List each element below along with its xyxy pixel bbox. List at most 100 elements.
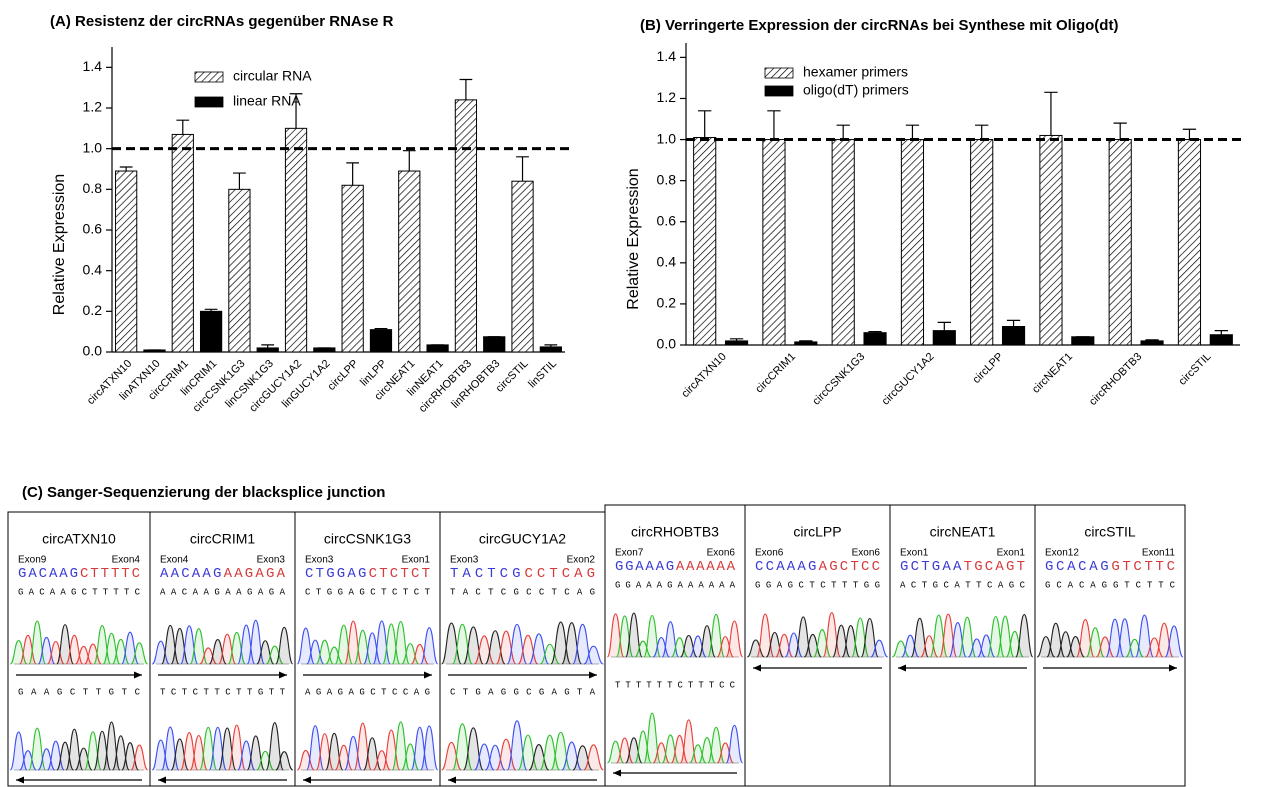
x-tick-label: circNEAT1 [1030, 351, 1075, 396]
trace-peak [661, 621, 680, 658]
trace-peak [93, 730, 112, 771]
trace-peak [1005, 630, 1024, 658]
bar [398, 170, 421, 353]
sequence-right: CTCTCT [369, 566, 430, 582]
exon-right: Exon4 [112, 555, 141, 566]
bar [762, 139, 786, 346]
read-sequence: GGAAAGAAAAAA [615, 580, 736, 590]
bar [426, 344, 449, 353]
trace-peak [725, 620, 744, 658]
sequence-right: CTTTTC [80, 566, 140, 582]
trace-peak [625, 737, 643, 764]
bar [1001, 326, 1026, 346]
sequence-left: CCAAAG [755, 559, 816, 575]
trace-peak [56, 741, 74, 771]
trace-peak [334, 744, 353, 771]
exon-right: Exon6 [852, 548, 881, 559]
bar [1039, 134, 1063, 346]
y-tick-label: 1.2 [83, 99, 103, 115]
trace-peak [784, 632, 803, 658]
bar [199, 310, 223, 353]
trace-peak [725, 724, 744, 764]
panel-name: circATXN10 [42, 531, 116, 547]
bar [539, 346, 562, 353]
trace-peak [652, 742, 670, 764]
trace-peak [420, 725, 439, 771]
trace-peak [170, 738, 189, 771]
trace-peak [246, 735, 265, 771]
y-tick-label: 0.6 [657, 212, 677, 228]
error-bar [698, 110, 712, 138]
junction-sequence: GCTGAA TGCAGT [900, 559, 1025, 575]
exon-right: Exon2 [567, 555, 596, 566]
trace-peak [9, 640, 28, 665]
sequence-left: GACAAG [18, 566, 78, 582]
trace-peak [74, 747, 93, 771]
error-bar [346, 162, 360, 186]
trace-peak [572, 623, 593, 665]
trace-peak [28, 727, 47, 771]
error-bar [836, 124, 850, 140]
trace-peak [707, 613, 725, 658]
bar [511, 180, 534, 353]
trace-peak [634, 640, 652, 658]
read-sequence: ACTGCATTCAGC [900, 580, 1026, 590]
error-bar [1214, 330, 1228, 335]
error-bar [767, 110, 781, 140]
junction-sequence: CTGGAG CTCTCT [305, 566, 430, 582]
exon-left: Exon9 [18, 555, 47, 566]
trace-peak [84, 643, 102, 665]
y-tick-label: 0.2 [657, 295, 677, 311]
read-sequence-2: AGAGAGCTCCAG [305, 687, 430, 697]
bar [932, 330, 956, 346]
exon-left: Exon12 [1045, 548, 1079, 559]
read-sequence: CTGGAGCTCTCT [305, 587, 431, 597]
error-bar [459, 78, 473, 100]
trace-peak [1015, 613, 1034, 658]
y-axis-label: Relative Expression [625, 168, 642, 309]
panel-title: (C) Sanger-Sequenzierung der blacksplice… [22, 484, 385, 501]
error-bar [119, 166, 133, 172]
bar [454, 99, 478, 353]
junction-sequence: AACAAG AAGAGA [160, 566, 286, 582]
trace-peak [256, 750, 275, 771]
arrow-head [448, 776, 456, 784]
legend-swatch [194, 71, 224, 83]
trace-peak [583, 645, 604, 665]
trace-peak [920, 635, 939, 658]
arrow-head [134, 671, 142, 679]
trace-peak [37, 748, 56, 771]
sequence-right: AAAAAA [676, 559, 736, 575]
bar [900, 139, 925, 346]
trace-peak [111, 638, 130, 665]
trace-peak [19, 750, 37, 771]
y-tick-label: 0.0 [657, 336, 677, 352]
error-bar [261, 344, 275, 348]
error-bar [1182, 128, 1197, 140]
trace-peak [698, 625, 716, 658]
trace-peak [652, 636, 670, 658]
trace-peak [643, 614, 661, 658]
error-bar [402, 150, 416, 172]
read-sequence: TACTCGCCTCAG [450, 587, 595, 597]
trace-peak [372, 750, 391, 771]
legend-swatch [194, 96, 224, 108]
trace-peak [803, 633, 822, 658]
x-tick-label: circATXN10 [679, 351, 728, 400]
trace-peak [296, 749, 315, 771]
y-tick-label: 0.4 [83, 261, 103, 277]
trace-peak [870, 639, 889, 658]
panel-name: circCRIM1 [190, 531, 256, 547]
bar [1071, 336, 1095, 346]
bar [724, 340, 749, 346]
y-tick-label: 1.0 [657, 130, 677, 146]
error-bar [905, 124, 920, 140]
error-bar [1044, 91, 1058, 136]
trace-peak [967, 638, 986, 658]
trace-peak [208, 639, 227, 665]
x-tick-label: circRHOBTB3 [1087, 351, 1144, 408]
